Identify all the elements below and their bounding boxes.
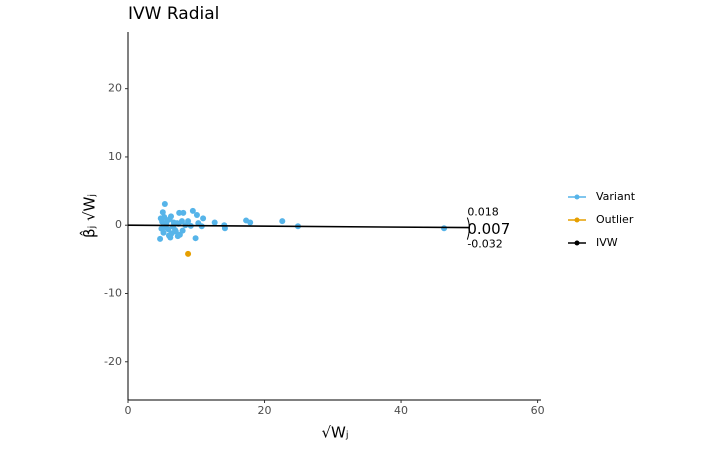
point bbox=[195, 220, 202, 227]
point bbox=[441, 225, 448, 232]
ci-arc bbox=[466, 217, 470, 240]
y-tick-label: 20 bbox=[108, 82, 122, 95]
y-tick-label: -20 bbox=[104, 355, 122, 368]
legend-dot bbox=[574, 217, 580, 223]
point bbox=[161, 201, 168, 208]
legend-dot bbox=[574, 240, 580, 246]
legend-label: Outlier bbox=[596, 213, 634, 226]
legend-label: Variant bbox=[596, 190, 636, 203]
x-tick-label: 40 bbox=[394, 404, 408, 417]
annotation: 0.007 bbox=[467, 220, 510, 238]
y-tick-label: 0 bbox=[115, 218, 122, 231]
x-tick-label: 20 bbox=[258, 404, 272, 417]
y-tick-label: -10 bbox=[104, 286, 122, 299]
point bbox=[180, 209, 187, 216]
x-tick-label: 60 bbox=[531, 404, 545, 417]
annotation: 0.018 bbox=[467, 206, 499, 219]
point bbox=[172, 226, 179, 233]
point bbox=[168, 213, 175, 220]
point bbox=[279, 218, 286, 225]
point bbox=[189, 207, 196, 214]
x-tick-label: 0 bbox=[125, 404, 132, 417]
point bbox=[192, 235, 199, 242]
point bbox=[221, 225, 228, 232]
point bbox=[165, 232, 172, 239]
point bbox=[211, 219, 218, 226]
ivw-line bbox=[127, 224, 470, 229]
point bbox=[200, 215, 207, 222]
y-tick-label: 10 bbox=[108, 150, 122, 163]
legend-dot bbox=[574, 194, 580, 200]
point bbox=[164, 217, 171, 224]
point bbox=[179, 227, 186, 234]
point bbox=[159, 209, 166, 216]
x-axis-label: √Wⱼ bbox=[321, 424, 348, 442]
point bbox=[193, 211, 200, 218]
point bbox=[157, 235, 164, 242]
annotation: -0.032 bbox=[467, 238, 502, 251]
y-axis-label: β̂ⱼ √Wⱼ bbox=[79, 194, 99, 238]
point bbox=[185, 250, 192, 257]
point bbox=[160, 229, 167, 236]
legend-label: IVW bbox=[596, 236, 618, 249]
chart-title: IVW Radial bbox=[128, 4, 219, 24]
point bbox=[247, 219, 254, 226]
